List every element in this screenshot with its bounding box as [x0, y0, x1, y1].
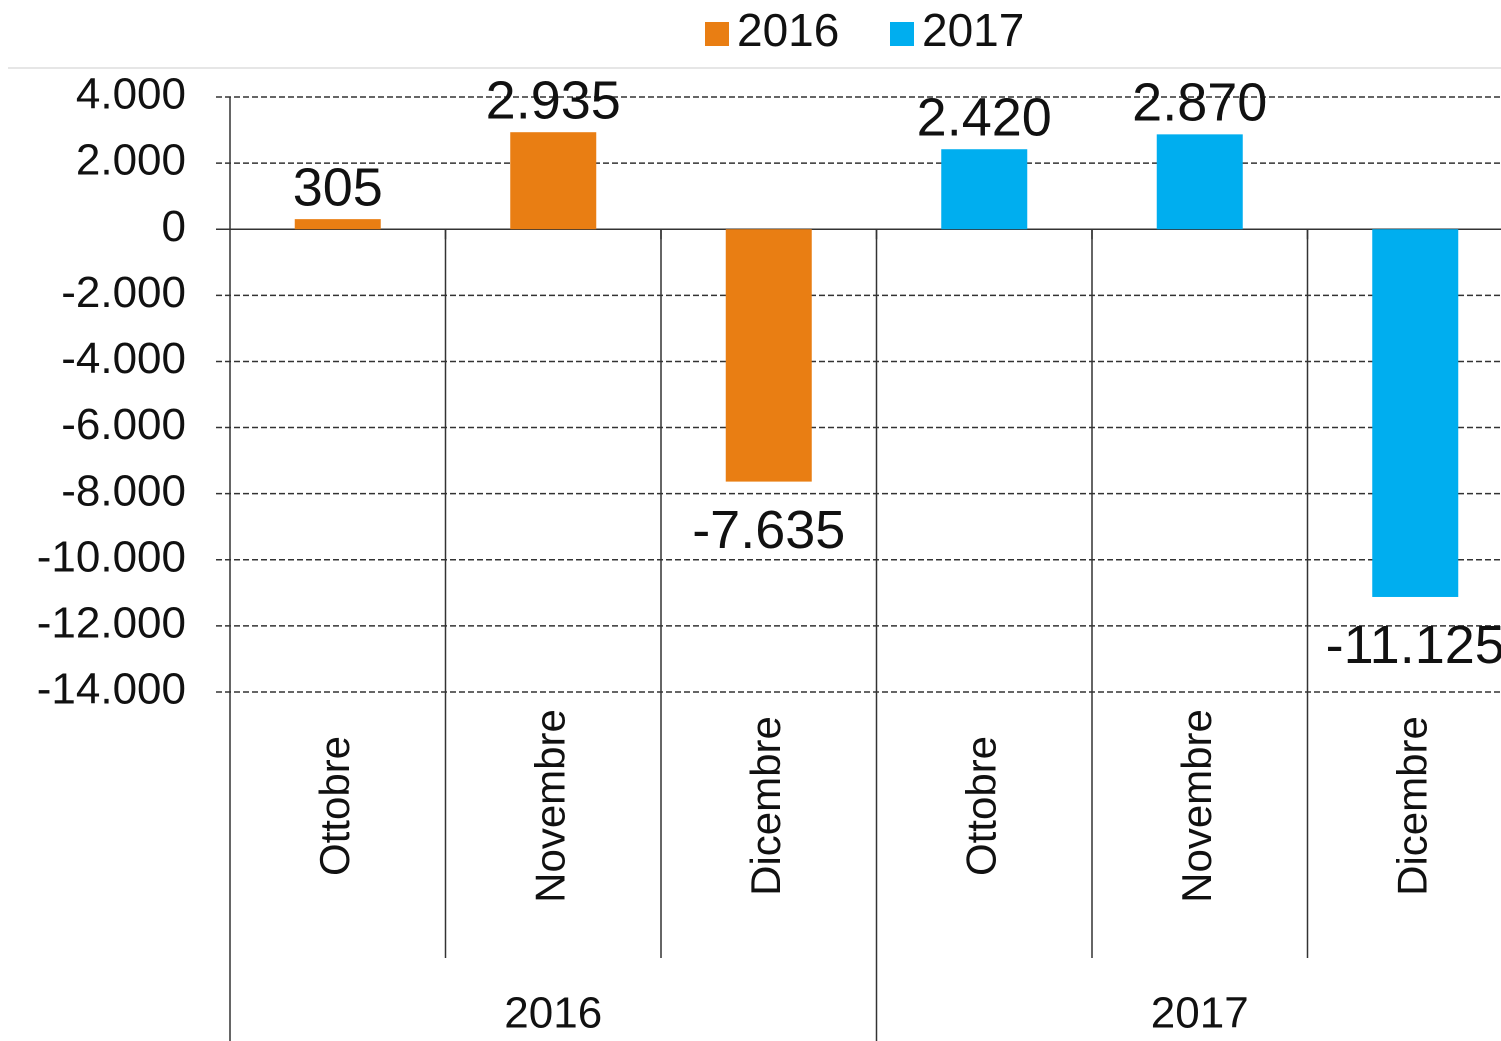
- bar: [725, 229, 812, 482]
- y-tick-label: -2.000: [61, 268, 186, 317]
- y-tick-label: -12.000: [37, 599, 186, 648]
- bar: [941, 149, 1028, 230]
- data-label: 2.870: [1132, 73, 1267, 133]
- data-label: 305: [293, 157, 383, 217]
- y-tick-label: 0: [162, 202, 186, 251]
- data-label: 2.935: [486, 70, 621, 130]
- x-tick-label: Ottobre: [957, 736, 1004, 876]
- bar: [510, 132, 597, 230]
- y-tick-label: 4.000: [76, 70, 186, 119]
- legend-swatch: [890, 22, 914, 46]
- group-label: 2016: [504, 989, 602, 1038]
- y-tick-label: -6.000: [61, 400, 186, 449]
- group-label: 2017: [1151, 989, 1249, 1038]
- x-tick-label: Ottobre: [311, 736, 358, 876]
- x-tick-label: Novembre: [526, 709, 573, 903]
- y-tick-label: -4.000: [61, 334, 186, 383]
- bar: [294, 219, 381, 230]
- y-tick-label: -14.000: [37, 665, 186, 714]
- y-tick-label: 2.000: [76, 136, 186, 185]
- legend-label: 2016: [737, 4, 839, 56]
- y-tick-label: -10.000: [37, 532, 186, 581]
- bar: [1372, 229, 1459, 597]
- data-label: -7.635: [692, 500, 845, 560]
- legend-label: 2017: [922, 4, 1024, 56]
- legend-swatch: [705, 22, 729, 46]
- bar: [1156, 134, 1243, 230]
- data-label: -11.125: [1326, 615, 1501, 675]
- x-tick-label: Novembre: [1173, 709, 1220, 903]
- x-tick-label: Dicembre: [742, 716, 789, 896]
- x-tick-label: Dicembre: [1388, 716, 1435, 896]
- data-label: 2.420: [917, 87, 1052, 147]
- y-tick-label: -8.000: [61, 466, 186, 515]
